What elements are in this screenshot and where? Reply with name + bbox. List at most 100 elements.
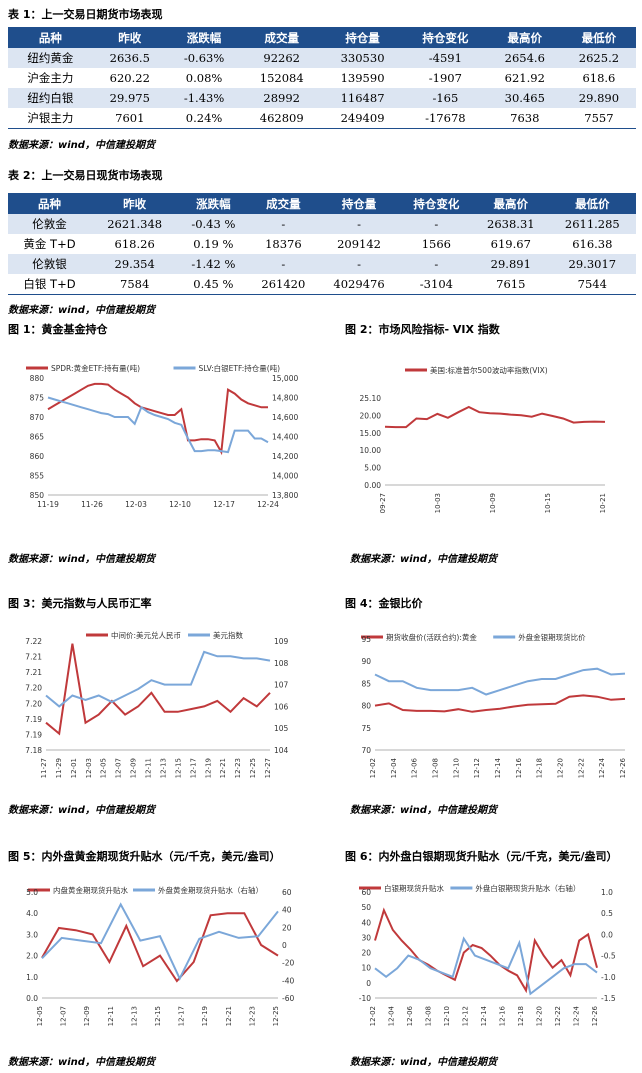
table-cell: -: [248, 214, 319, 234]
series-line: [47, 396, 269, 454]
y-tick-label: 7.19: [25, 730, 42, 739]
table-cell: 621.92: [504, 71, 545, 85]
y-tick-label: 30: [361, 933, 371, 942]
x-tick-label: 12-25: [249, 758, 257, 778]
y2-tick-label: 14,400: [272, 433, 298, 442]
table-cell: -165: [403, 88, 488, 108]
y-tick-label: 5.0: [26, 888, 38, 897]
table-row: 伦敦金 2621.348 -0.43 % - - -2638.31 2611.285: [8, 214, 636, 234]
y-tick-label: 40: [361, 918, 371, 927]
y-tick-label: 7.21: [25, 668, 42, 677]
x-tick-label: 12-23: [234, 758, 242, 778]
table-cell: 7557: [584, 111, 614, 125]
x-tick-label: 12-25: [272, 1006, 280, 1026]
table-cell: -17678: [425, 111, 466, 125]
y-tick-label: 80: [361, 702, 371, 711]
y-tick-label: 50: [361, 903, 371, 912]
x-tick-label: 12-13: [130, 1006, 138, 1026]
col-header: 最高价: [472, 193, 549, 214]
x-tick-label: 09-27: [379, 493, 387, 513]
table-cell: -: [399, 214, 473, 234]
x-tick-label: 12-17: [213, 500, 235, 509]
x-tick-label: 12-10: [443, 1006, 451, 1026]
table-cell: 2621.348: [91, 214, 179, 234]
fig3-chart: 中间价:美元兑人民币 美元指数 7.18 7.19 7.19 7.20 7.20 7.21 7.…: [25, 630, 289, 778]
x-tick-label: 12-26: [619, 757, 627, 778]
table1-source: 数据来源：wind，中信建投期货: [8, 140, 155, 151]
x-tick-label: 12-18: [536, 758, 544, 778]
table-cell: 116487: [322, 88, 403, 108]
table-cell: 伦敦金: [8, 214, 91, 234]
y2-tick-label: 105: [274, 724, 289, 733]
table-cell: 黄金 T+D: [23, 237, 76, 251]
table-cell: 261420: [261, 277, 306, 291]
x-tick-label: 12-12: [462, 1006, 470, 1026]
x-tick-label: 12-24: [598, 757, 606, 778]
x-tick-label: 12-20: [536, 1006, 544, 1026]
y-tick-label: 875: [30, 394, 45, 403]
x-tick-label: 12-01: [70, 758, 78, 778]
table-cell: 2625.2: [561, 48, 636, 68]
y2-tick-label: -0.5: [601, 952, 616, 961]
table-cell: 1566: [421, 237, 452, 251]
y2-tick-label: 107: [274, 681, 289, 690]
x-tick-label: 12-09: [130, 758, 138, 778]
x-tick-label: 12-14: [494, 757, 502, 778]
table2-source: 数据来源：wind，中信建投期货: [8, 305, 155, 316]
x-tick-label: 12-02: [369, 1006, 377, 1026]
fig4-title: 图 4：金银比价: [345, 597, 423, 610]
y-tick-label: 95: [361, 635, 371, 644]
y-tick-label: 870: [30, 413, 45, 422]
col-header: 最低价: [561, 27, 636, 48]
x-tick-label: 12-17: [189, 758, 197, 778]
x-tick-label: 12-12: [473, 758, 481, 778]
table-cell: 0.08%: [185, 71, 223, 85]
y-tick-label: 7.22: [25, 637, 42, 646]
x-tick-label: 12-08: [432, 758, 440, 778]
table-cell: 0.24%: [185, 111, 223, 125]
x-tick-label: 12-11: [145, 758, 153, 778]
fig1-chart: SPDR:黄金ETF:持有量(吨) SLV:白银ETF:持仓量(吨) 850 855 8…: [26, 363, 298, 509]
legend-label: 外盘白银期现货升贴水（右轴）: [475, 883, 580, 893]
fig5-title: 图 5：内外盘黄金期现货升贴水（元/千克，美元/盎司）: [8, 850, 281, 863]
x-tick-label: 12-24: [573, 1005, 581, 1026]
y-tick-label: 10.00: [360, 446, 382, 455]
col-header: 最低价: [548, 193, 636, 214]
table-cell: 7638: [510, 111, 540, 125]
series-line: [384, 405, 606, 429]
table-cell: 618.6: [582, 71, 616, 85]
table-cell: 92262: [241, 48, 323, 68]
table-cell: 152084: [259, 71, 304, 85]
x-tick-label: 12-09: [83, 1006, 91, 1026]
futures-table: 品种 昨收 涨跌幅 成交量 持仓量 持仓变化 最高价 最低价 纽约黄金 2636.5 -0.63% 9…: [8, 27, 636, 128]
table-row: 黄金 T+D 618.26 0.19 % 18376 209142 1566 619.67 6…: [8, 234, 636, 254]
legend-label: 外盘黄金期现货升贴水（右轴）: [158, 885, 263, 895]
table-cell: -: [248, 254, 319, 274]
table-cell: -1907: [428, 71, 462, 85]
spot-table: 品种 昨收 涨跌幅 成交量 持仓量 持仓变化 最高价 最低价 伦敦金 2621.348 -0.43 …: [8, 193, 636, 294]
x-tick-label: 12-06: [411, 757, 419, 778]
x-tick-label: 12-04: [388, 1005, 396, 1026]
table-cell: -0.43 %: [178, 214, 249, 234]
fig4-chart: 期货收盘价(活跃合约):黄金 外盘金银期现货比价 70 75 80 85 90 95 12-02…: [361, 632, 627, 778]
legend-label: SPDR:黄金ETF:持有量(吨): [51, 363, 140, 373]
fig6-chart: 白银期现货升贴水 外盘白银期现货升贴水（右轴） -10 0 10 20 30 40 50 60 -1…: [359, 883, 616, 1026]
col-header: 持仓变化: [399, 193, 473, 214]
table-cell: 纽约白银: [8, 88, 93, 108]
x-tick-label: 12-27: [264, 758, 272, 778]
fig3-source: 数据来源：wind，中信建投期货: [8, 805, 155, 816]
x-tick-label: 12-13: [159, 758, 167, 778]
y2-tick-label: 109: [274, 637, 289, 646]
fig2-title: 图 2：市场风险指标- VIX 指数: [345, 323, 500, 336]
series-line: [374, 667, 626, 696]
y2-tick-label: 108: [274, 659, 289, 668]
x-tick-label: 12-21: [225, 1006, 233, 1026]
table-cell: 29.354: [91, 254, 179, 274]
table-cell: 620.22: [109, 71, 150, 85]
table-row: 沪银主力 7601 0.24% 462809 249409 -17678 7638 7557: [8, 108, 636, 128]
y2-tick-label: 1.0: [601, 888, 613, 897]
y-tick-label: 20: [361, 949, 371, 958]
y-tick-label: -10: [359, 994, 371, 1003]
x-tick-label: 12-24: [257, 500, 279, 509]
y-tick-label: 75: [361, 724, 371, 733]
